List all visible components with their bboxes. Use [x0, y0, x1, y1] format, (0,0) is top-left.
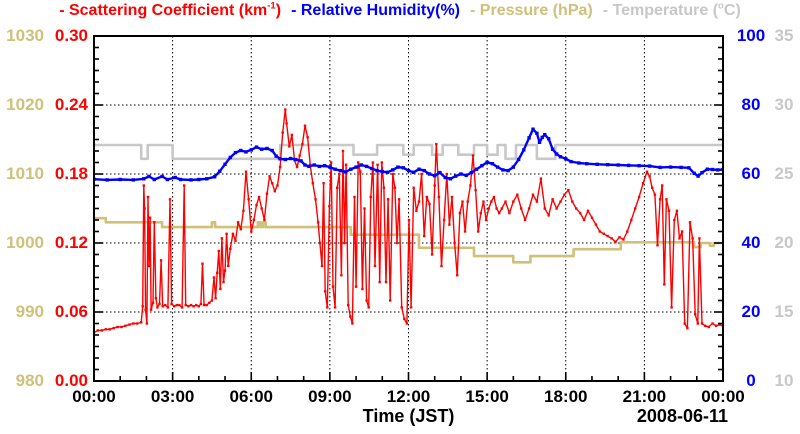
legend-entry-temperature: - Temperature (oC) [602, 0, 741, 20]
temperature-tick-label: 30 [774, 95, 794, 114]
legend-entry-relative-humidity: - Relative Humidity(%) [291, 2, 460, 20]
x-tick-label: 03:00 [150, 387, 195, 406]
scattering-tick-label: 0.12 [54, 233, 88, 252]
series-scattering [94, 108, 723, 334]
date-label: 2008-06-11 [636, 406, 728, 426]
scattering-tick-label: 0.06 [54, 302, 88, 321]
pressure-tick-label: 980 [15, 371, 44, 390]
scattering-tick-label: 0.18 [54, 164, 88, 183]
temperature-tick-label: 15 [774, 302, 794, 321]
temperature-tick-label: 35 [774, 26, 794, 45]
temperature-tick-label: 25 [774, 164, 794, 183]
legend-text: - Relative Humidity(%) [291, 2, 461, 19]
temperature-tick-label: 20 [774, 233, 794, 252]
axis-ticks [93, 35, 724, 382]
x-tick-label: 09:00 [308, 387, 352, 406]
x-tick-label: 06:00 [229, 387, 273, 406]
x-tick-label: 15:00 [465, 387, 509, 406]
legend-entry-scattering-coefficient: - Scattering Coefficient (km-1) [59, 0, 282, 20]
humidity-tick-label: 20 [741, 302, 761, 321]
humidity-tick-label: 60 [741, 164, 761, 183]
chart-legend: - Scattering Coefficient (km-1) - Relativ… [0, 0, 800, 20]
humidity-tick-label: 80 [741, 95, 761, 114]
pressure-tick-label: 1030 [6, 26, 44, 45]
humidity-tick-label: 100 [736, 26, 766, 45]
legend-text: C) [723, 2, 741, 19]
series-humidity [94, 127, 723, 182]
legend-text: - Temperature ( [602, 2, 719, 19]
pressure-tick-label: 990 [15, 302, 44, 321]
scattering-tick-label: 0.30 [54, 26, 88, 45]
legend-text: - Pressure (hPa) [470, 2, 593, 19]
series-group [94, 108, 723, 334]
humidity-tick-label: 40 [741, 233, 761, 252]
series-pressure [94, 216, 723, 264]
pressure-tick-label: 1010 [6, 164, 44, 183]
legend-text: o [718, 0, 724, 12]
pressure-tick-label: 1000 [6, 233, 44, 252]
temperature-tick-label: 10 [774, 371, 794, 390]
x-tick-label: 12:00 [386, 387, 431, 406]
x-tick-label: 00:00 [72, 387, 116, 406]
legend-text: - Scattering Coefficient (km [59, 2, 268, 19]
humidity-tick-label: 0 [746, 371, 756, 390]
x-axis-title: Time (JST) [362, 406, 455, 426]
legend-text: -1 [267, 0, 276, 12]
legend-text: ) [275, 2, 282, 19]
x-tick-label: 21:00 [622, 387, 667, 406]
grid-lines [94, 36, 723, 381]
x-tick-label: 00:00 [701, 387, 745, 406]
pressure-tick-label: 1020 [6, 95, 44, 114]
scattering-tick-label: 0.24 [54, 95, 88, 114]
x-tick-label: 18:00 [544, 387, 588, 406]
legend-entry-pressure: - Pressure (hPa) [470, 2, 593, 20]
scattering-tick-label: 0.00 [54, 371, 88, 390]
